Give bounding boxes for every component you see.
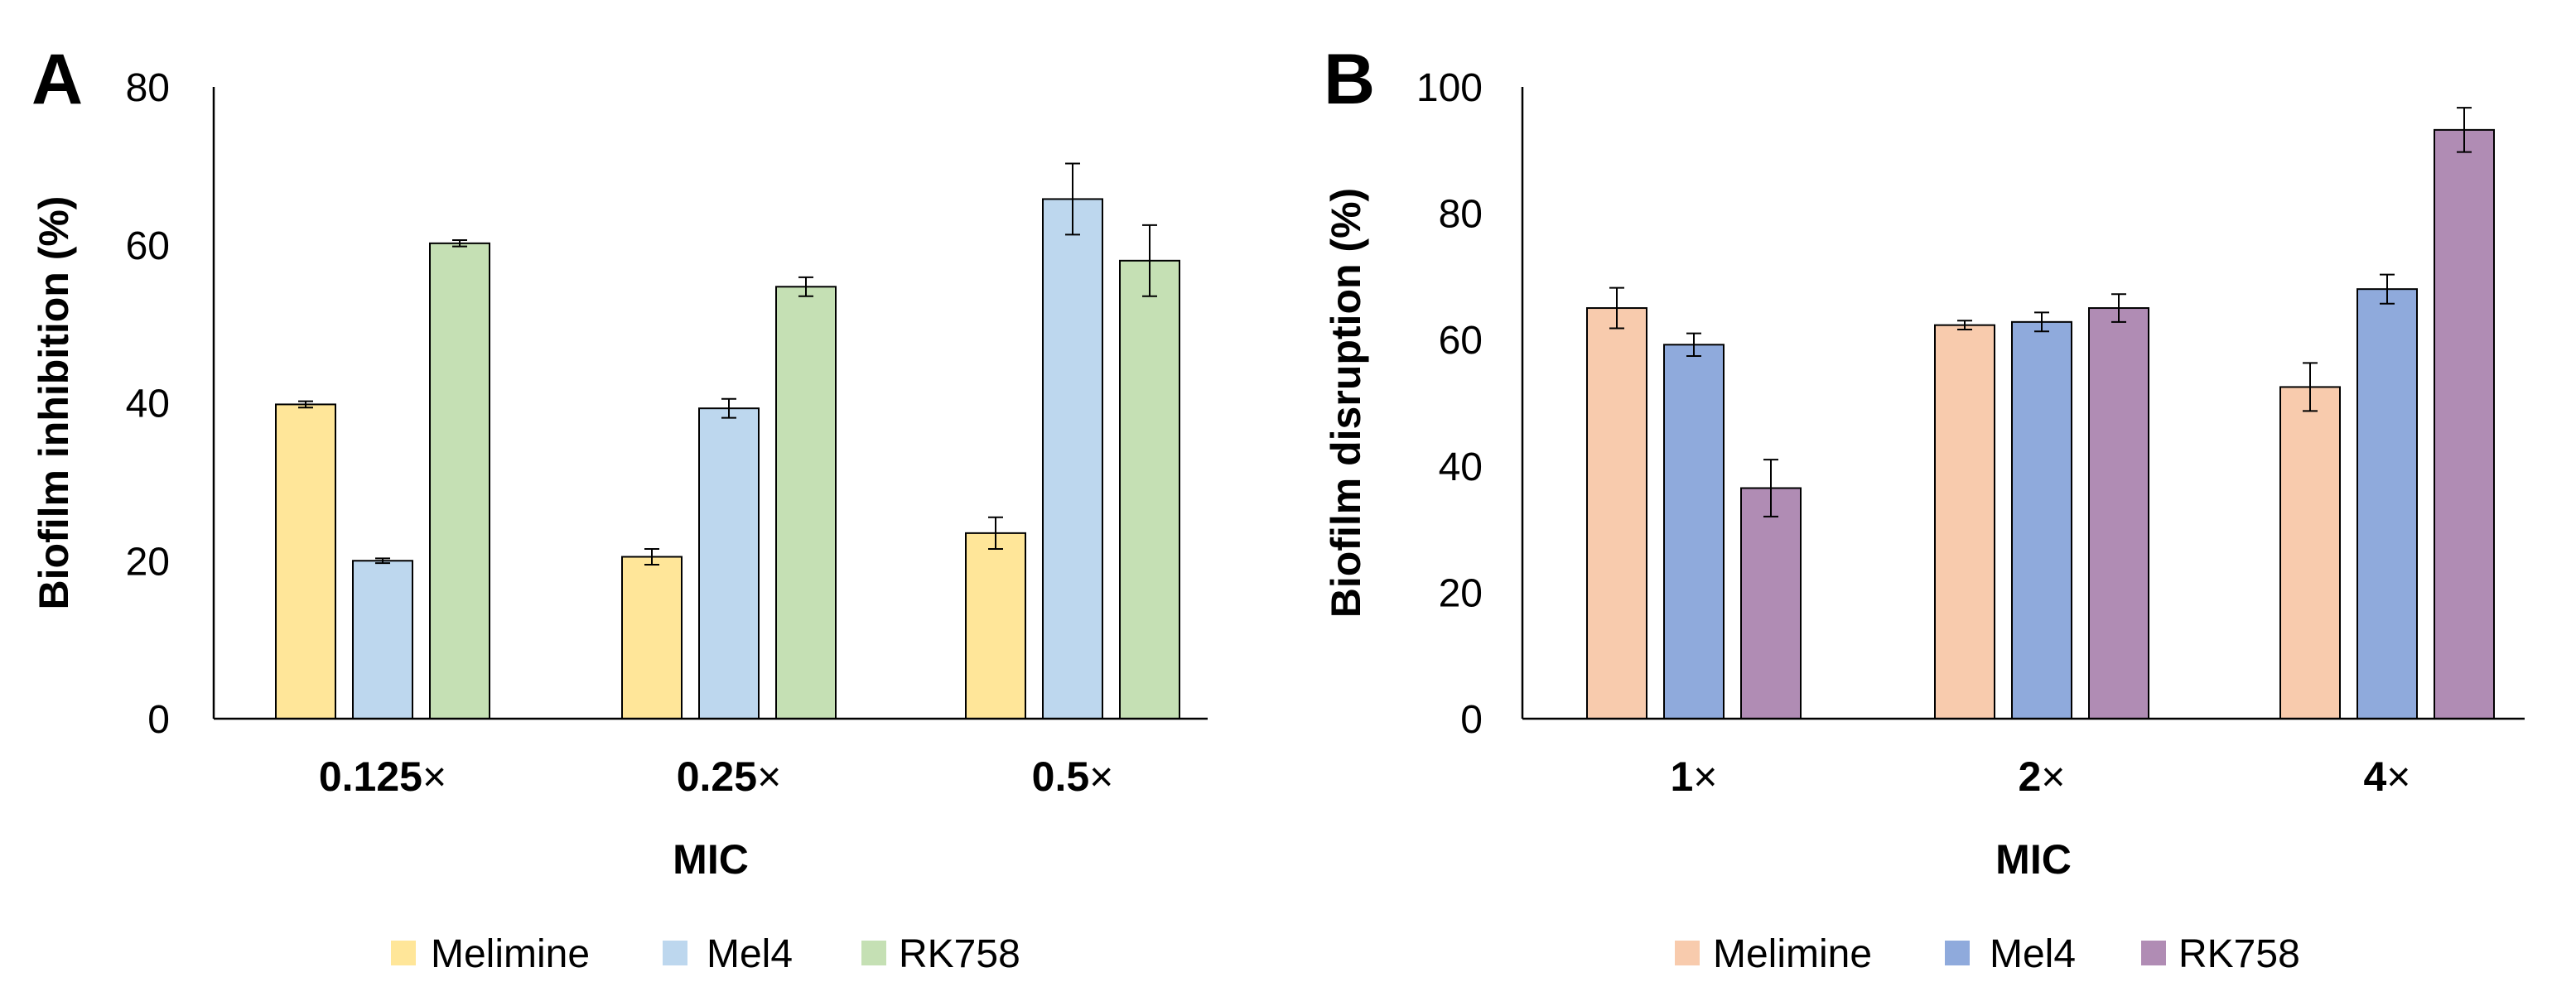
y-tick-label: 0	[147, 698, 170, 742]
x-tick-label: 0.125×	[319, 753, 446, 800]
x-tick-value: 4	[2363, 753, 2386, 800]
bar	[2011, 320, 2072, 720]
legend-swatch	[1675, 941, 1700, 965]
y-axis-title: Biofilm inhibition (%)	[31, 196, 77, 610]
bar	[1586, 307, 1647, 720]
x-tick-value: 2	[2018, 753, 2041, 800]
bar	[1663, 344, 1725, 720]
legend-swatch	[1945, 941, 1970, 965]
x-tick-value: 0.25	[677, 753, 757, 800]
legend-swatch	[391, 941, 416, 965]
x-tick-label: 1×	[1670, 753, 1717, 800]
bar	[2357, 288, 2418, 720]
bar	[1119, 259, 1180, 720]
bar	[2279, 386, 2341, 720]
y-tick-label: 40	[1439, 445, 1483, 489]
panel-letter: B	[1324, 40, 1375, 119]
x-tick-suffix: ×	[757, 753, 781, 800]
x-tick-label: 2×	[2018, 753, 2065, 800]
panel-letter: A	[31, 40, 83, 119]
bar	[429, 242, 490, 720]
bar	[2088, 307, 2149, 720]
legend-swatch	[663, 941, 687, 965]
y-tick-label: 100	[1416, 66, 1483, 110]
legend-label: Melimine	[1713, 932, 1872, 976]
x-tick-suffix: ×	[2041, 753, 2065, 800]
legend-label: Mel4	[707, 932, 793, 976]
bar	[352, 560, 413, 720]
x-tick-value: 0.125	[319, 753, 422, 800]
legend-swatch	[2141, 941, 2166, 965]
y-axis-title: Biofilm disruption (%)	[1323, 188, 1369, 618]
bar	[621, 556, 683, 720]
x-tick-value: 1	[1670, 753, 1693, 800]
y-tick-label: 80	[1439, 193, 1483, 237]
bar	[775, 286, 837, 720]
bar	[1740, 487, 1802, 720]
bar	[2434, 128, 2495, 720]
x-tick-suffix: ×	[422, 753, 446, 800]
bar	[698, 407, 760, 720]
y-tick-label: 20	[126, 540, 170, 584]
legend-swatch	[861, 941, 886, 965]
y-tick-label: 20	[1439, 571, 1483, 615]
x-tick-value: 0.5	[1032, 753, 1090, 800]
bar	[275, 403, 336, 720]
legend-label: Melimine	[431, 932, 590, 976]
x-tick-suffix: ×	[1693, 753, 1717, 800]
x-tick-label: 0.5×	[1032, 753, 1114, 800]
x-tick-label: 4×	[2363, 753, 2410, 800]
x-tick-suffix: ×	[2386, 753, 2410, 800]
bar	[1934, 324, 1995, 720]
x-tick-label: 0.25×	[677, 753, 782, 800]
y-tick-label: 0	[1460, 698, 1483, 742]
legend-label: Mel4	[1990, 932, 2076, 976]
x-axis-title: MIC	[1995, 836, 2072, 883]
y-tick-label: 40	[126, 383, 170, 426]
legend-label: RK758	[899, 932, 1020, 976]
y-tick-label: 80	[126, 66, 170, 110]
y-tick-label: 60	[1439, 319, 1483, 363]
x-tick-suffix: ×	[1089, 753, 1113, 800]
legend-label: RK758	[2178, 932, 2300, 976]
y-tick-label: 60	[126, 224, 170, 268]
bar	[1042, 198, 1103, 720]
x-axis-title: MIC	[673, 836, 749, 883]
bar	[965, 532, 1026, 720]
